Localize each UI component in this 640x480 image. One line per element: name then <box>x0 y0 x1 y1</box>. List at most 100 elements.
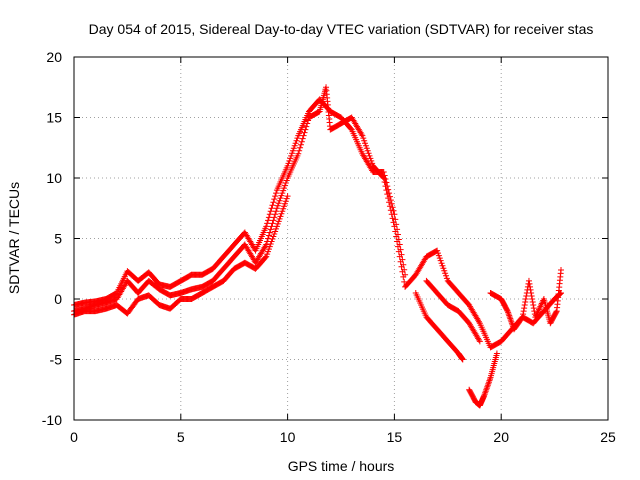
data-point <box>366 152 373 159</box>
data-point <box>263 253 270 260</box>
data-point <box>281 185 288 192</box>
data-point <box>523 292 530 299</box>
data-point <box>282 180 289 187</box>
data-point <box>273 223 280 230</box>
data-point <box>279 190 286 197</box>
data-point <box>436 255 443 262</box>
data-point <box>268 205 275 212</box>
y-tick-label: -10 <box>42 412 62 428</box>
data-point <box>273 205 280 212</box>
x-axis-label: GPS time / hours <box>288 458 395 474</box>
data-point <box>280 187 287 194</box>
data-point <box>266 211 273 218</box>
data-point <box>266 243 273 250</box>
data-point <box>279 208 286 215</box>
data-point <box>284 162 291 169</box>
data-point <box>297 141 304 148</box>
data-point <box>265 214 272 221</box>
data-point <box>264 220 271 227</box>
data-point <box>387 207 394 214</box>
data-point <box>359 132 366 139</box>
data-point <box>270 217 277 224</box>
data-point <box>282 198 289 205</box>
data-point <box>443 272 450 279</box>
data-point <box>272 228 279 235</box>
x-tick-label: 20 <box>493 429 509 445</box>
data-point <box>362 142 369 149</box>
data-point <box>274 220 281 227</box>
data-point <box>277 195 284 202</box>
data-point <box>301 129 308 136</box>
data-point <box>369 160 376 167</box>
data-point <box>459 356 466 363</box>
data-point <box>291 142 298 149</box>
data-point <box>269 220 276 227</box>
data-point <box>380 168 387 175</box>
data-point <box>268 238 275 245</box>
data-point <box>275 200 282 207</box>
data-point <box>393 221 400 228</box>
data-point <box>362 140 369 147</box>
data-point <box>521 302 528 309</box>
data-point <box>281 200 288 207</box>
data-point <box>527 283 534 290</box>
data-points <box>71 84 565 409</box>
data-point <box>386 193 393 200</box>
data-point <box>263 223 270 230</box>
data-point <box>283 177 290 184</box>
data-series <box>487 266 565 333</box>
data-point <box>263 241 270 248</box>
data-point <box>530 302 537 309</box>
data-point <box>274 202 281 209</box>
axis-ticks: 0 5 10 15 20 25 -10 -5 0 5 10 15 20 <box>42 49 616 445</box>
data-point <box>529 299 536 306</box>
data-point <box>440 265 447 272</box>
data-point <box>267 241 274 248</box>
data-point <box>271 196 278 203</box>
data-point <box>553 309 560 316</box>
grid-lines <box>74 57 608 420</box>
data-point <box>399 256 406 263</box>
data-point <box>347 125 354 132</box>
x-tick-label: 25 <box>600 429 616 445</box>
data-point <box>435 250 442 257</box>
data-point <box>273 208 280 215</box>
data-point <box>300 132 307 139</box>
data-point <box>364 147 371 154</box>
data-point <box>382 176 389 183</box>
data-point <box>476 338 483 345</box>
data-point <box>522 299 529 306</box>
data-point <box>269 202 276 209</box>
x-tick-label: 0 <box>70 429 78 445</box>
data-point <box>270 233 277 240</box>
data-point <box>276 215 283 222</box>
data-point <box>558 266 565 273</box>
y-tick-label: 0 <box>54 291 62 307</box>
data-point <box>437 257 444 264</box>
data-point <box>267 208 274 215</box>
data-point <box>441 267 448 274</box>
x-tick-label: 15 <box>387 429 403 445</box>
data-point <box>434 247 441 254</box>
data-point <box>276 197 283 204</box>
y-tick-label: 20 <box>46 49 62 65</box>
data-point <box>265 232 272 239</box>
data-point <box>269 236 276 243</box>
data-point <box>265 248 272 255</box>
data-point <box>289 147 296 154</box>
data-point <box>265 235 272 242</box>
data-point <box>265 217 272 224</box>
data-point <box>289 150 296 157</box>
chart-title: Day 054 of 2015, Sidereal Day-to-day VTE… <box>89 21 594 37</box>
data-point <box>271 230 278 237</box>
data-point <box>529 296 536 302</box>
data-point <box>271 214 278 221</box>
data-point <box>360 135 367 142</box>
data-point <box>287 155 294 162</box>
data-point <box>522 296 529 302</box>
data-point <box>527 286 534 293</box>
data-point <box>275 218 282 225</box>
data-point <box>390 207 397 214</box>
